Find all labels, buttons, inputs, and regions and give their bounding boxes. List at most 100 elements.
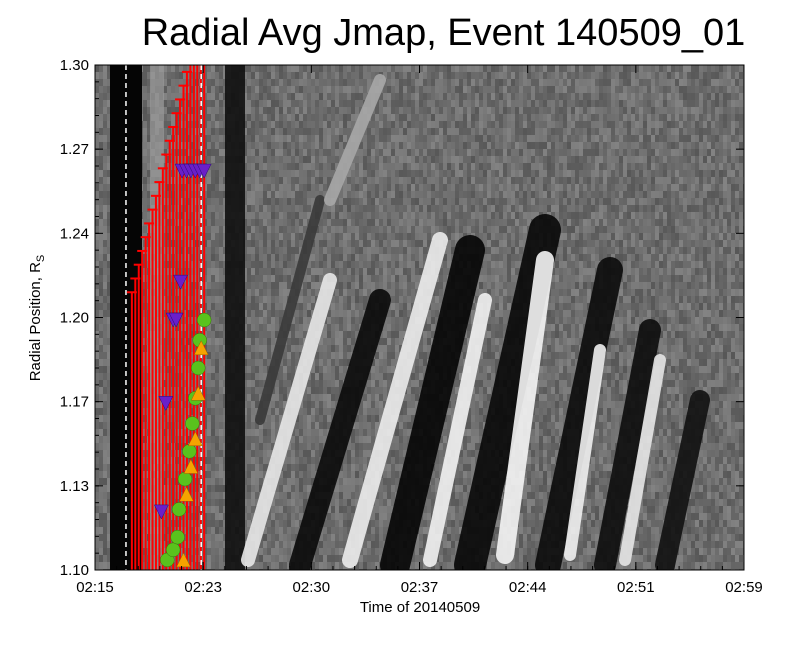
jmap-pixel <box>367 184 371 191</box>
jmap-pixel <box>263 261 267 268</box>
jmap-pixel <box>247 65 251 72</box>
jmap-pixel <box>303 303 307 310</box>
jmap-pixel <box>355 100 359 107</box>
jmap-pixel <box>255 240 259 247</box>
jmap-pixel <box>187 303 191 310</box>
jmap-pixel <box>307 163 311 170</box>
jmap-pixel <box>319 541 323 548</box>
jmap-pixel <box>207 72 211 79</box>
jmap-pixel <box>323 387 327 394</box>
jmap-pixel <box>107 177 111 184</box>
jmap-pixel <box>163 226 167 233</box>
jmap-pixel <box>163 191 167 198</box>
jmap-pixel <box>327 121 331 128</box>
jmap-pixel <box>219 506 223 513</box>
jmap-pixel <box>335 268 339 275</box>
jmap-pixel <box>251 219 255 226</box>
jmap-pixel <box>183 401 187 408</box>
jmap-pixel <box>303 317 307 324</box>
jmap-pixel <box>271 534 275 541</box>
jmap-pixel <box>283 219 287 226</box>
jmap-pixel <box>359 457 363 464</box>
jmap-pixel <box>103 520 107 527</box>
jmap-pixel <box>295 492 299 499</box>
jmap-pixel <box>147 177 151 184</box>
jmap-pixel <box>163 520 167 527</box>
jmap-pixel <box>275 429 279 436</box>
jmap-pixel <box>247 373 251 380</box>
jmap-pixel <box>219 198 223 205</box>
jmap-pixel <box>279 408 283 415</box>
jmap-pixel <box>251 142 255 149</box>
jmap-pixel <box>95 226 99 233</box>
jmap-pixel <box>107 142 111 149</box>
jmap-pixel <box>359 226 363 233</box>
jmap-pixel <box>339 310 343 317</box>
jmap-pixel <box>315 555 319 562</box>
jmap-pixel <box>219 72 223 79</box>
jmap-pixel <box>363 142 367 149</box>
jmap-pixel <box>287 226 291 233</box>
jmap-pixel <box>95 429 99 436</box>
jmap-pixel <box>143 212 147 219</box>
jmap-pixel <box>219 93 223 100</box>
jmap-pixel <box>311 177 315 184</box>
jmap-pixel <box>367 275 371 282</box>
jmap-pixel <box>187 93 191 100</box>
jmap-pixel <box>315 65 319 72</box>
jmap-pixel <box>359 401 363 408</box>
jmap-pixel <box>363 86 367 93</box>
jmap-pixel <box>327 520 331 527</box>
jmap-pixel <box>207 534 211 541</box>
jmap-pixel <box>99 233 103 240</box>
jmap-pixel <box>311 198 315 205</box>
jmap-pixel <box>323 366 327 373</box>
jmap-pixel <box>339 506 343 513</box>
jmap-pixel <box>95 65 99 72</box>
jmap-pixel <box>347 464 351 471</box>
jmap-pixel <box>251 177 255 184</box>
jmap-pixel <box>219 359 223 366</box>
jmap-pixel <box>251 352 255 359</box>
jmap-pixel <box>215 296 219 303</box>
jmap-pixel <box>363 261 367 268</box>
jmap-pixel <box>283 520 287 527</box>
jmap-pixel <box>211 387 215 394</box>
jmap-pixel <box>355 184 359 191</box>
jmap-pixel <box>95 114 99 121</box>
jmap-pixel <box>343 79 347 86</box>
jmap-pixel <box>291 114 295 121</box>
jmap-pixel <box>207 268 211 275</box>
jmap-pixel <box>247 282 251 289</box>
jmap-pixel <box>331 310 335 317</box>
jmap-pixel <box>183 72 187 79</box>
jmap-pixel <box>315 135 319 142</box>
jmap-pixel <box>187 135 191 142</box>
jmap-pixel <box>315 373 319 380</box>
jmap-pixel <box>331 107 335 114</box>
jmap-pixel <box>95 527 99 534</box>
jmap-pixel <box>103 114 107 121</box>
jmap-pixel <box>147 149 151 156</box>
jmap-pixel <box>219 485 223 492</box>
jmap-pixel <box>351 65 355 72</box>
jmap-pixel <box>99 212 103 219</box>
jmap-pixel <box>267 121 271 128</box>
jmap-pixel <box>207 331 211 338</box>
jmap-pixel <box>207 198 211 205</box>
jmap-pixel <box>95 177 99 184</box>
jmap-pixel <box>291 135 295 142</box>
jmap-pixel <box>339 352 343 359</box>
jmap-pixel <box>251 107 255 114</box>
jmap-pixel <box>343 86 347 93</box>
jmap-pixel <box>271 65 275 72</box>
jmap-pixel <box>183 184 187 191</box>
jmap-pixel <box>299 422 303 429</box>
jmap-pixel <box>95 548 99 555</box>
jmap-pixel <box>207 485 211 492</box>
jmap-pixel <box>291 261 295 268</box>
jmap-pixel <box>251 198 255 205</box>
jmap-pixel <box>219 380 223 387</box>
jmap-pixel <box>255 191 259 198</box>
jmap-pixel <box>275 163 279 170</box>
